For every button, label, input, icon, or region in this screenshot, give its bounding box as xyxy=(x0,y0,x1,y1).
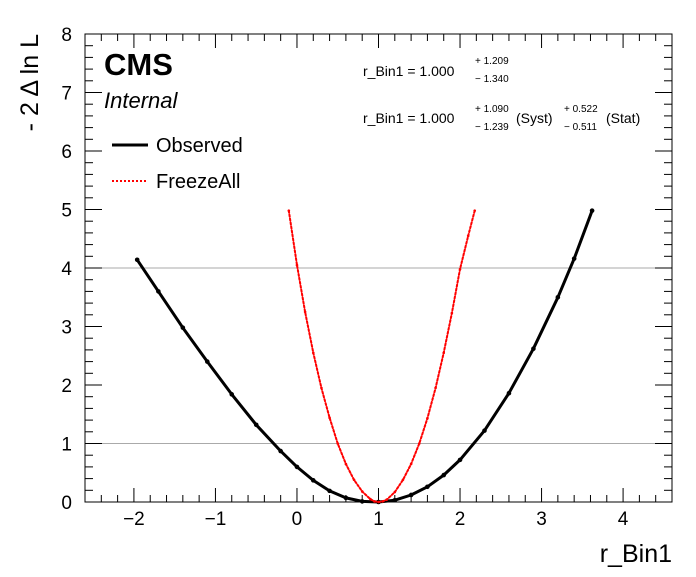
series-line-observed xyxy=(135,209,594,504)
result2-base: r_Bin1 = 1.000 xyxy=(363,110,455,126)
result2-syst-label: (Syst) xyxy=(516,110,553,126)
data-point-freezeall xyxy=(303,310,307,314)
result2-stat-up: + 0.522 xyxy=(564,104,598,115)
result1-base: r_Bin1 = 1.000 xyxy=(363,63,455,79)
data-point-observed xyxy=(156,289,161,294)
data-point-freezeall xyxy=(369,497,372,501)
data-point-freezeall xyxy=(320,386,323,390)
data-point-observed xyxy=(343,495,349,501)
data-point-freezeall xyxy=(434,386,437,390)
data-point-observed xyxy=(253,422,259,428)
y-tick-label: 2 xyxy=(61,376,72,397)
legend: Observed FreezeAll xyxy=(112,135,243,193)
data-point-observed xyxy=(294,464,300,470)
data-point-freezeall xyxy=(377,500,380,504)
legend-label-freezeall: FreezeAll xyxy=(156,171,240,193)
data-point-freezeall xyxy=(426,417,429,420)
result1-up: + 1.209 xyxy=(475,56,509,67)
x-tick-label: 1 xyxy=(373,509,384,530)
x-tick-label: 2 xyxy=(455,509,466,530)
y-tick-label: 4 xyxy=(61,259,72,280)
data-point-freezeall xyxy=(409,462,413,466)
x-tick-label: −2 xyxy=(123,509,145,530)
axis-ticks: −2 −1 0 1 2 3 4 0 1 2 3 4 5 6 7 8 xyxy=(61,25,673,530)
data-point-freezeall xyxy=(344,462,348,466)
data-point-freezeall xyxy=(328,416,331,420)
data-point-freezeall xyxy=(336,442,340,445)
y-tick-label: 8 xyxy=(61,25,72,46)
data-point-freezeall xyxy=(381,500,384,503)
x-tick-label: −1 xyxy=(205,509,227,530)
data-point-observed xyxy=(359,499,365,504)
data-point-observed xyxy=(180,325,186,330)
data-point-observed xyxy=(408,492,414,498)
data-point-freezeall xyxy=(442,351,446,355)
data-point-observed xyxy=(204,359,210,364)
data-point-freezeall xyxy=(458,267,462,271)
data-point-observed xyxy=(310,478,316,483)
data-point-observed xyxy=(506,390,512,396)
status-label: Internal xyxy=(104,88,178,113)
data-point-freezeall xyxy=(393,490,397,494)
data-point-observed xyxy=(134,257,140,263)
result2-syst-down: − 1.239 xyxy=(475,122,509,133)
data-point-freezeall xyxy=(385,498,388,501)
data-point-observed xyxy=(278,448,283,454)
y-tick-label: 7 xyxy=(61,84,72,105)
series-line-freezeall xyxy=(287,209,476,503)
experiment-label: CMS xyxy=(104,47,173,82)
x-tick-label: 4 xyxy=(618,509,629,530)
y-tick-label: 3 xyxy=(61,318,72,339)
data-point-observed xyxy=(571,256,577,261)
data-point-observed xyxy=(327,488,332,494)
result2-syst-up: + 1.090 xyxy=(475,104,509,115)
data-point-freezeall xyxy=(360,490,364,493)
result2-stat-down: − 0.511 xyxy=(564,122,597,133)
data-point-freezeall xyxy=(450,311,454,315)
result-annotation-breakdown: r_Bin1 = 1.000 + 1.090 − 1.239 (Syst) + … xyxy=(363,104,640,133)
data-point-freezeall xyxy=(466,234,470,238)
data-point-observed xyxy=(531,346,536,352)
series-layer xyxy=(134,208,595,505)
reference-lines xyxy=(85,267,672,444)
data-point-freezeall xyxy=(352,478,356,482)
y-tick-label: 0 xyxy=(61,493,72,514)
data-point-freezeall xyxy=(473,209,477,212)
y-tick-label: 6 xyxy=(61,142,72,163)
data-point-freezeall xyxy=(295,263,299,267)
data-point-freezeall xyxy=(401,478,405,482)
y-axis-label: - 2 Δ ln L xyxy=(16,34,44,131)
result1-down: − 1.340 xyxy=(475,74,509,85)
data-point-freezeall xyxy=(417,442,421,445)
data-point-observed xyxy=(441,472,447,478)
data-point-observed xyxy=(392,497,398,503)
y-tick-label: 5 xyxy=(61,201,72,222)
data-point-observed xyxy=(589,208,595,213)
y-tick-label: 1 xyxy=(61,435,72,456)
data-point-observed xyxy=(229,392,235,397)
data-point-freezeall xyxy=(287,209,291,212)
result-annotation-total: r_Bin1 = 1.000 + 1.209 − 1.340 xyxy=(363,56,509,85)
data-point-observed xyxy=(425,484,430,490)
legend-label-observed: Observed xyxy=(156,135,243,157)
data-point-observed xyxy=(555,294,561,300)
x-axis-label: r_Bin1 xyxy=(600,540,672,568)
data-point-observed xyxy=(457,457,463,463)
result2-stat-label: (Stat) xyxy=(606,110,640,126)
x-tick-label: 0 xyxy=(292,509,303,530)
x-tick-label: 3 xyxy=(536,509,547,530)
data-point-freezeall xyxy=(311,351,315,355)
data-point-freezeall xyxy=(373,500,376,503)
data-point-observed xyxy=(482,428,487,433)
